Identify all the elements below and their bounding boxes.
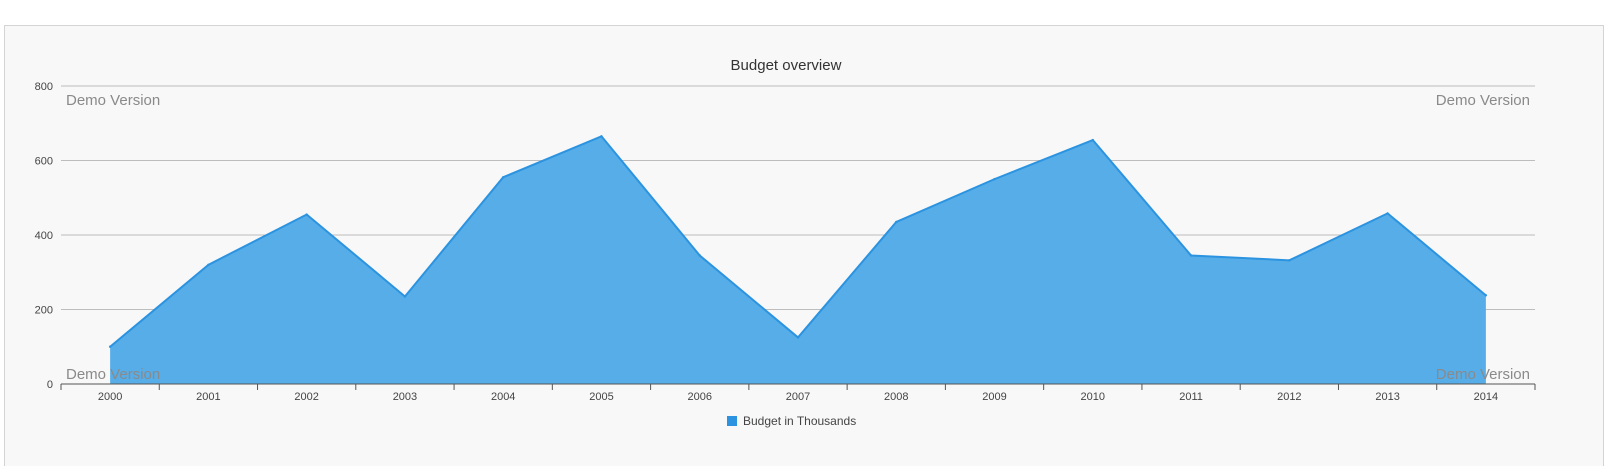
x-tick-label: 2002 (294, 391, 318, 403)
x-tick-label: 2013 (1375, 391, 1399, 403)
data-point[interactable] (207, 263, 210, 266)
data-point[interactable] (600, 135, 603, 138)
x-tick-label: 2008 (884, 391, 908, 403)
x-tick-label: 2004 (491, 391, 515, 403)
x-tick-label: 2011 (1179, 391, 1203, 403)
x-tick-label: 2014 (1474, 391, 1498, 403)
data-point[interactable] (1189, 254, 1193, 257)
data-point[interactable] (403, 295, 407, 298)
y-tick-label: 600 (35, 156, 53, 168)
watermark-text: Demo Version (1436, 92, 1530, 109)
x-tick-label: 2003 (393, 391, 417, 403)
y-tick-label: 800 (35, 81, 53, 93)
chart-title: Budget overview (731, 57, 842, 74)
data-point[interactable] (108, 345, 112, 348)
data-point[interactable] (502, 176, 505, 179)
x-tick-label: 2005 (589, 391, 613, 403)
x-tick-label: 2006 (687, 391, 711, 403)
data-point[interactable] (305, 213, 308, 216)
y-tick-label: 400 (35, 230, 53, 242)
watermark-text: Demo Version (66, 92, 160, 109)
chart-panel: 0 200 400 600 800 2000 2001 2002 2003 2004 2005 200… (4, 25, 1604, 466)
data-point[interactable] (895, 220, 898, 224)
data-point[interactable] (993, 177, 996, 181)
x-tick-label: 2001 (196, 391, 220, 403)
data-point[interactable] (1386, 212, 1389, 215)
data-point[interactable] (1288, 259, 1291, 262)
axes: 0 200 400 600 800 2000 2001 2002 2003 2004 2005 200… (35, 81, 1536, 403)
watermarks: Demo Version Demo Version Demo Version Demo… (66, 92, 1530, 383)
y-tick-label: 0 (47, 379, 53, 391)
legend-swatch[interactable] (727, 416, 737, 426)
legend[interactable]: Budget in Thousands (727, 414, 856, 428)
area-series (108, 135, 1488, 384)
area-chart: 0 200 400 600 800 2000 2001 2002 2003 2004 2005 200… (35, 57, 1536, 428)
x-tick-label: 2012 (1277, 391, 1301, 403)
legend-label[interactable]: Budget in Thousands (743, 414, 856, 428)
watermark-text: Demo Version (1436, 366, 1530, 383)
data-point[interactable] (1091, 138, 1095, 142)
data-point[interactable] (796, 336, 800, 339)
x-tick-label: 2009 (982, 391, 1006, 403)
watermark-text: Demo Version (66, 366, 160, 383)
data-point[interactable] (1484, 294, 1488, 297)
x-tick-label: 2000 (98, 391, 122, 403)
y-tick-label: 200 (35, 305, 53, 317)
x-tick-label: 2007 (786, 391, 810, 403)
data-point[interactable] (698, 254, 701, 257)
x-tick-label: 2010 (1081, 391, 1105, 403)
